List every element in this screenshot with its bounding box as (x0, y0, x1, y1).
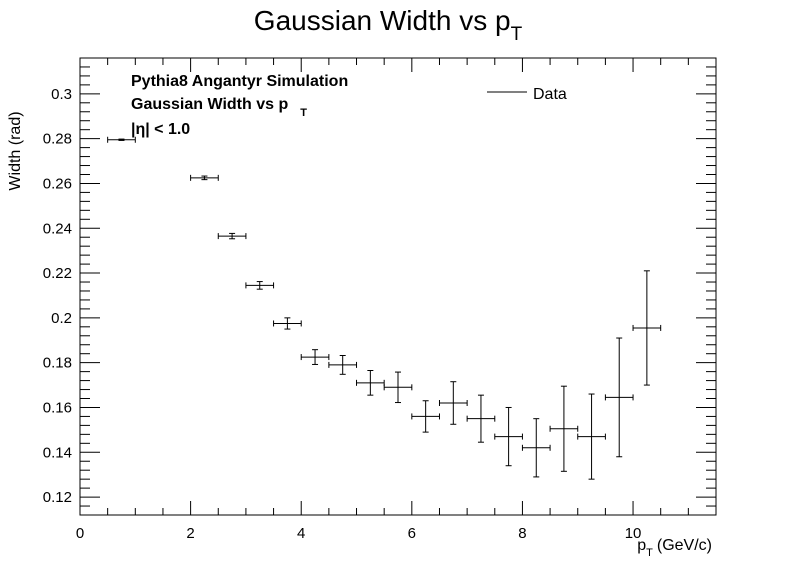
y-tick-label: 0.18 (43, 355, 72, 372)
axes: 0 2 4 6 8 10 0.12 0.14 0.16 0.18 0.2 0.22 0.24 0.26 0.… (43, 57, 717, 542)
x-axis-title-subscript: T (646, 547, 653, 559)
y-axis-title: Width (rad) (7, 111, 24, 190)
data-point (438, 381, 468, 425)
x-axis-title-unit: (GeV/c) (657, 537, 712, 554)
y-tick-label: 0.24 (43, 220, 72, 237)
plot-frame (79, 57, 717, 516)
annotation-line-2-subscript: T (300, 107, 307, 119)
x-tick-label: 4 (297, 525, 305, 542)
data-points (107, 136, 662, 480)
x-axis-title: pT (GeV/c) (637, 537, 712, 559)
data-point (190, 174, 219, 181)
data-point (107, 136, 136, 143)
data-point (245, 281, 275, 290)
data-point (383, 371, 413, 404)
chart-title-main: Gaussian Width vs p (254, 5, 511, 36)
data-point (328, 354, 358, 375)
data-point (549, 385, 579, 472)
x-tick-label: 8 (518, 525, 526, 542)
chart-title: Gaussian Width vs pT (254, 5, 523, 45)
data-point (494, 406, 523, 467)
annotation-line-1: Pythia8 Angantyr Simulation (131, 73, 348, 90)
y-tick-label: 0.2 (51, 310, 72, 327)
data-point (356, 370, 385, 396)
annotation-line-3: |η| < 1.0 (131, 121, 190, 138)
y-tick-label: 0.22 (43, 265, 72, 282)
data-point (217, 232, 247, 240)
data-point (521, 418, 551, 478)
legend-label: Data (533, 86, 567, 103)
data-point (604, 337, 634, 458)
y-tick-label: 0.26 (43, 175, 72, 192)
data-point (466, 394, 496, 443)
x-tick-label: 10 (625, 525, 642, 542)
x-axis-title-main: p (637, 537, 646, 554)
y-tick-label: 0.12 (43, 489, 72, 506)
x-tick-label: 0 (76, 525, 84, 542)
data-point (577, 393, 606, 480)
data-point (632, 270, 662, 386)
data-point (273, 317, 302, 330)
data-point (411, 400, 440, 433)
annotation-line-2-main: Gaussian Width vs p (131, 96, 288, 113)
y-tick-label: 0.3 (51, 86, 72, 103)
annotation-line-2: Gaussian Width vs p T (131, 96, 307, 119)
x-tick-label: 6 (408, 525, 416, 542)
y-tick-label: 0.14 (43, 444, 72, 461)
y-tick-label: 0.16 (43, 399, 72, 416)
data-point (300, 349, 330, 365)
x-tick-label: 2 (186, 525, 194, 542)
y-tick-label: 0.28 (43, 131, 72, 148)
chart-title-subscript: T (511, 24, 523, 45)
